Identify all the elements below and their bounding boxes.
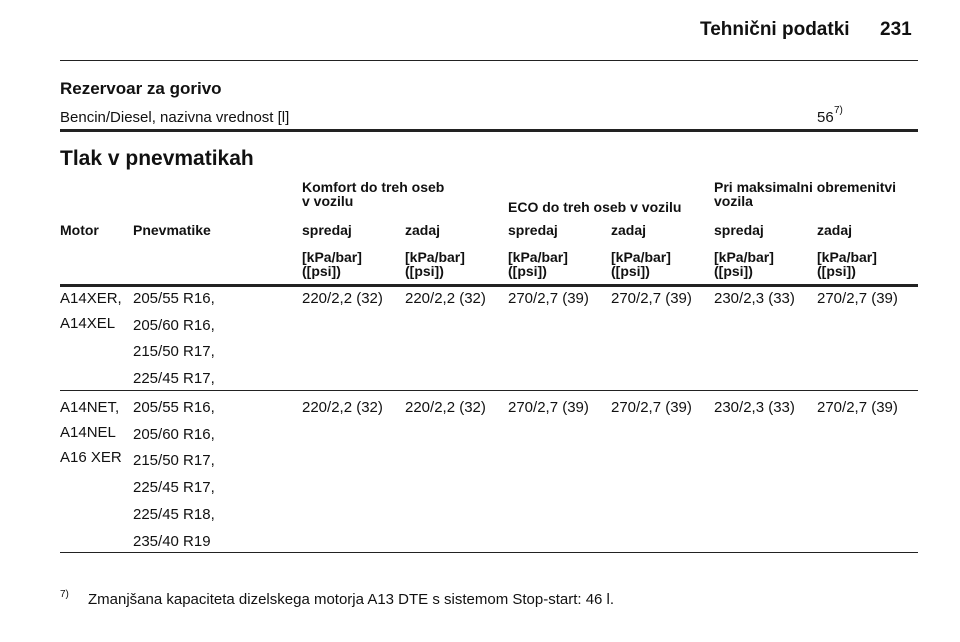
section-title: Rezervoar za gorivo	[60, 79, 222, 98]
pressure: 270/2,7 (39)	[611, 399, 692, 416]
tyre-size: 205/60 R16,	[133, 316, 215, 334]
pressure: 220/2,2 (32)	[405, 399, 486, 416]
rule	[60, 129, 918, 132]
footnote-ref: 7)	[60, 589, 69, 600]
rule	[60, 390, 918, 391]
motor: A14XER,	[60, 290, 122, 307]
tyre-size: 205/55 R16,	[133, 290, 215, 307]
column-header: zadaj	[611, 222, 647, 238]
footnote-text: Zmanjšana kapaciteta dizelskega motorja …	[88, 591, 615, 608]
rule	[60, 552, 918, 553]
column-header: spredaj	[714, 222, 764, 238]
section-title: Tlak v pnevmatikah	[60, 147, 254, 170]
tyre-size: 215/50 R17,	[133, 452, 215, 470]
unit-header: [kPa/bar]	[817, 249, 877, 265]
unit-header: [kPa/bar]	[714, 249, 774, 265]
motor: A14XEL	[60, 315, 116, 332]
unit-header: ([psi])	[714, 263, 753, 279]
unit-header: ([psi])	[508, 263, 547, 279]
rule	[60, 284, 918, 287]
column-header: zadaj	[405, 222, 441, 238]
pressure: 220/2,2 (32)	[302, 399, 383, 416]
unit-header: [kPa/bar]	[611, 249, 671, 265]
column-header: Motor	[60, 222, 99, 238]
pressure: 270/2,7 (39)	[508, 290, 589, 307]
unit-header: ([psi])	[611, 263, 650, 279]
column-header: spredaj	[508, 222, 558, 238]
page-number: 231	[880, 19, 912, 40]
unit-header: ([psi])	[817, 263, 856, 279]
column-header: Pnevmatike	[133, 222, 211, 238]
tyre-size: 225/45 R18,	[133, 505, 215, 523]
page-title: Tehnični podatki	[700, 19, 850, 40]
pressure: 270/2,7 (39)	[611, 290, 692, 307]
tyre-size: 205/60 R16,	[133, 425, 215, 443]
pressure: 230/2,3 (33)	[714, 290, 795, 307]
tyre-size: 205/55 R16,	[133, 399, 215, 416]
group-header: Pri maksimalni obremenitvi	[714, 179, 897, 195]
motor: A14NEL	[60, 424, 116, 441]
tyre-size: 225/45 R17,	[133, 479, 215, 497]
rule	[60, 60, 918, 61]
pressure: 270/2,7 (39)	[817, 399, 898, 416]
unit-header: [kPa/bar]	[405, 249, 465, 265]
pressure: 220/2,2 (32)	[302, 290, 383, 307]
pressure: 270/2,7 (39)	[817, 290, 898, 307]
column-header: zadaj	[817, 222, 853, 238]
row-value: 56	[817, 109, 834, 126]
tyre-size: 235/40 R19	[133, 532, 211, 550]
unit-header: [kPa/bar]	[508, 249, 568, 265]
pressure: 230/2,3 (33)	[714, 399, 795, 416]
note-ref: 7)	[834, 105, 843, 116]
pressure: 220/2,2 (32)	[405, 290, 486, 307]
row-label: Bencin/Diesel, nazivna vrednost [l]	[60, 109, 290, 126]
unit-header: [kPa/bar]	[302, 249, 362, 265]
pressure: 270/2,7 (39)	[508, 399, 589, 416]
motor: A16 XER	[60, 449, 122, 466]
unit-header: ([psi])	[405, 263, 444, 279]
tyre-size: 225/45 R17,	[133, 370, 215, 388]
group-header: vozila	[714, 193, 753, 209]
group-header: ECO do treh oseb v vozilu	[508, 199, 682, 215]
tyre-size: 215/50 R17,	[133, 343, 215, 361]
column-header: spredaj	[302, 222, 352, 238]
group-header: v vozilu	[302, 193, 354, 209]
group-header: Komfort do treh oseb	[302, 179, 445, 195]
motor: A14NET,	[60, 399, 120, 416]
unit-header: ([psi])	[302, 263, 341, 279]
